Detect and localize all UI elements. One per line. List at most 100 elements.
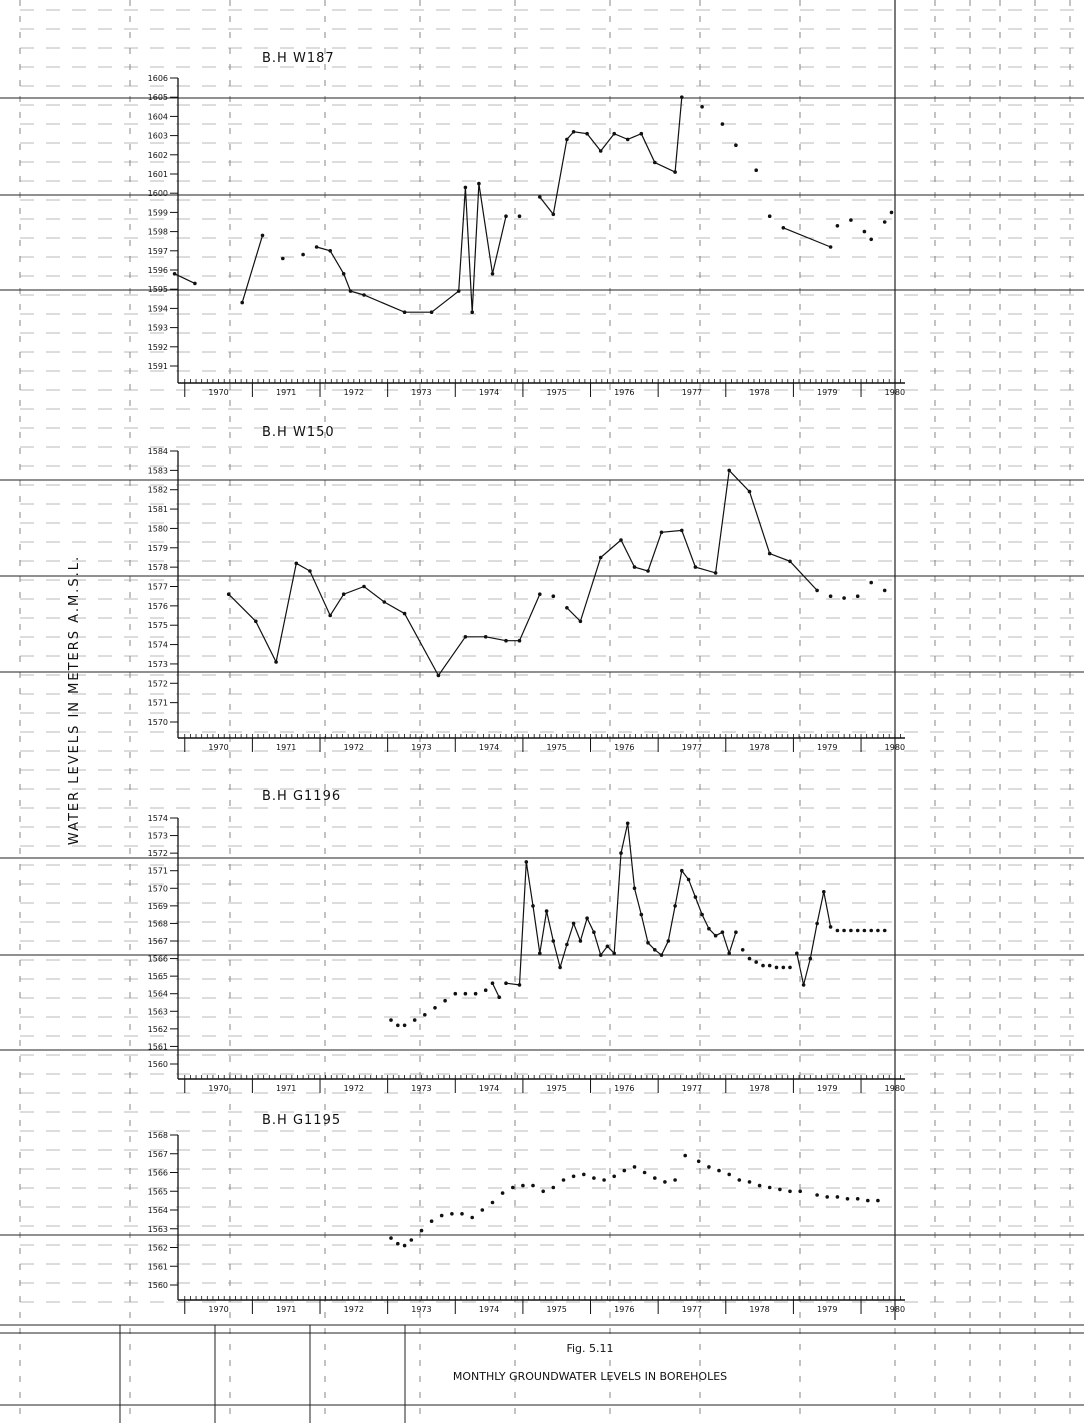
x-tick-label: 1970 <box>208 743 228 752</box>
chart-panel-2: B.H W150 1584 1583 1582 1581 1580 1579 1578 1577… <box>148 425 905 752</box>
chart-panels: B.H W187 1606 1605 1604 1603 1602 1601 1600 1599… <box>148 51 905 1314</box>
x-tick-label: 1978 <box>749 743 769 752</box>
data-point <box>876 1198 880 1203</box>
chart-panel-4: B.H G1195 1568 1567 1566 1565 1564 1563 1562 156… <box>148 1113 905 1314</box>
y-tick-label: 1560 <box>148 1060 168 1069</box>
data-point <box>713 933 718 938</box>
data-point <box>788 1189 792 1194</box>
data-point <box>686 877 691 882</box>
data-point <box>849 218 853 222</box>
data-point <box>842 928 846 933</box>
data-point <box>517 983 522 987</box>
y-tick-label: 1595 <box>148 285 168 294</box>
data-point <box>795 951 799 956</box>
data-point <box>558 965 562 970</box>
data-point <box>673 170 677 174</box>
data-point <box>720 930 725 934</box>
data-point <box>754 960 758 964</box>
data-point <box>565 942 569 947</box>
data-point <box>788 559 792 564</box>
data-point <box>497 995 502 999</box>
data-point <box>538 195 542 199</box>
data-point <box>517 638 522 643</box>
data-point <box>193 281 197 286</box>
y-tick-label: 1564 <box>148 990 168 999</box>
data-point <box>822 890 826 894</box>
y-tick-label: 1571 <box>148 699 168 708</box>
data-point <box>862 928 867 933</box>
y-tick-label: 1561 <box>148 1042 168 1051</box>
data-point <box>707 1165 711 1169</box>
y-tick-label: 1597 <box>148 247 168 256</box>
data-point <box>680 528 684 533</box>
panel-title: B.H W187 <box>262 51 335 66</box>
data-point <box>490 981 495 985</box>
y-tick-label: 1574 <box>148 641 168 650</box>
data-point <box>646 569 650 573</box>
x-tick-label: 1973 <box>411 388 431 397</box>
y-tick-label: 1601 <box>148 170 168 179</box>
data-point <box>551 594 556 598</box>
x-tick-label: 1974 <box>479 388 499 397</box>
data-point <box>490 1200 495 1205</box>
series-line <box>175 97 892 312</box>
data-point <box>308 569 312 573</box>
y-tick-label: 1577 <box>148 583 168 592</box>
data-point <box>815 588 819 593</box>
data-point <box>460 1212 464 1216</box>
data-point <box>598 555 603 560</box>
x-tick-label: 1970 <box>208 1305 228 1314</box>
data-point <box>565 606 569 610</box>
y-tick-label: 1573 <box>148 660 168 669</box>
panel-title: B.H W150 <box>262 425 335 440</box>
y-tick-label: 1572 <box>148 849 168 858</box>
data-point <box>680 868 684 873</box>
data-point <box>673 1178 677 1182</box>
x-tick-label: 1980 <box>885 1084 905 1093</box>
figure-number: Fig. 5.11 <box>566 1342 613 1355</box>
data-point <box>571 130 576 134</box>
data-point <box>713 571 718 575</box>
data-point <box>517 214 522 218</box>
x-tick-label: 1976 <box>614 388 634 397</box>
data-point <box>632 1165 637 1169</box>
data-point <box>612 1174 616 1179</box>
y-tick-label: 1564 <box>148 1206 168 1215</box>
data-point <box>866 1198 870 1203</box>
data-point <box>788 965 792 970</box>
y-tick-label: 1567 <box>148 1150 168 1159</box>
x-tick-label: 1972 <box>344 388 364 397</box>
data-point <box>172 272 177 276</box>
data-point <box>855 1197 860 1201</box>
data-point <box>561 1178 566 1182</box>
y-tick-label: 1562 <box>148 1025 168 1034</box>
data-point <box>882 220 887 224</box>
y-tick-label: 1572 <box>148 679 168 688</box>
data-point <box>767 551 772 556</box>
data-point <box>781 965 786 970</box>
y-tick-label: 1568 <box>148 919 168 928</box>
data-point <box>808 956 813 961</box>
data-point <box>538 592 542 596</box>
data-point <box>653 1176 657 1180</box>
figure-title: MONTHLY GROUNDWATER LEVELS IN BOREHOLES <box>453 1370 727 1383</box>
data-point <box>828 925 833 929</box>
y-tick-label: 1565 <box>148 1187 168 1196</box>
data-point <box>453 991 458 996</box>
y-tick-label: 1600 <box>148 189 168 198</box>
data-point <box>402 310 407 315</box>
x-tick-label: 1971 <box>276 1305 296 1314</box>
data-point <box>538 951 542 956</box>
data-point <box>551 212 556 217</box>
data-point <box>835 1195 840 1199</box>
data-point <box>666 939 671 943</box>
y-tick-label: 1576 <box>148 602 168 611</box>
data-point <box>828 594 833 598</box>
data-point <box>382 600 387 604</box>
data-point <box>767 963 772 968</box>
data-point <box>483 988 488 992</box>
y-tick-label: 1573 <box>148 832 168 841</box>
y-tick-label: 1593 <box>148 324 168 333</box>
data-point <box>409 1238 414 1242</box>
